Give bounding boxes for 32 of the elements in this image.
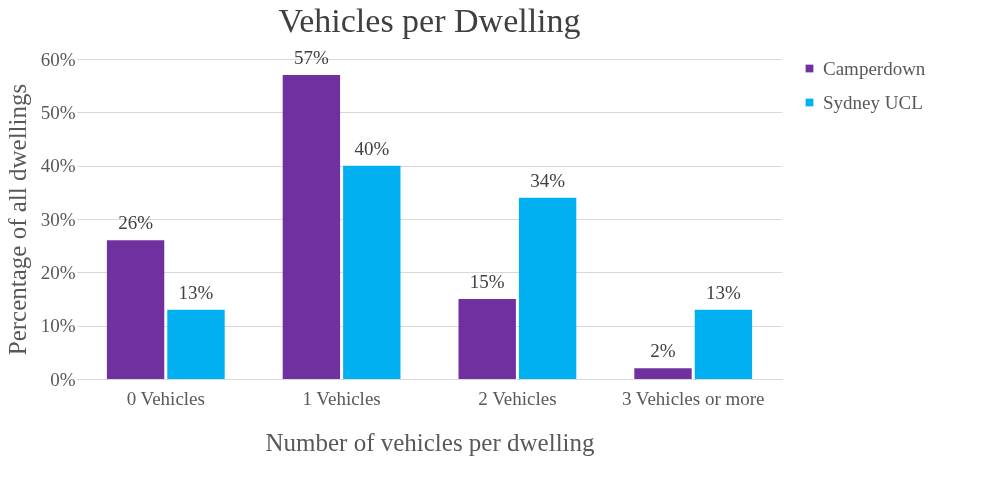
y-tick-label: 20% bbox=[40, 261, 76, 283]
bar bbox=[282, 75, 341, 379]
data-label: 40% bbox=[354, 137, 390, 159]
data-label: 57% bbox=[293, 47, 329, 68]
data-label: 2% bbox=[650, 340, 676, 362]
bar bbox=[167, 309, 225, 379]
bar bbox=[343, 165, 401, 379]
data-label: 34% bbox=[530, 169, 566, 191]
data-label: 13% bbox=[706, 281, 742, 303]
x-tick-label: 2 Vehicles bbox=[478, 387, 557, 409]
bar bbox=[694, 309, 753, 379]
bar bbox=[634, 368, 692, 379]
x-tick-label: 3 Vehicles or more bbox=[621, 387, 765, 409]
y-tick-label: 30% bbox=[40, 208, 76, 230]
x-tick-label: 0 Vehicles bbox=[126, 387, 205, 409]
chart-title: Vehicles per Dwelling bbox=[278, 2, 581, 39]
data-label: 15% bbox=[469, 271, 505, 292]
bar bbox=[518, 197, 577, 379]
y-tick-label: 0% bbox=[50, 368, 76, 390]
data-label: 13% bbox=[178, 281, 214, 303]
y-tick-label: 50% bbox=[40, 101, 76, 123]
x-axis-title: Number of vehicles per dwelling bbox=[265, 428, 596, 456]
data-label: 26% bbox=[118, 212, 154, 234]
y-axis-title: Percentage of all dwellings bbox=[3, 83, 31, 356]
legend-label: Camperdown bbox=[823, 57, 926, 79]
legend-label: Sydney UCL bbox=[823, 91, 923, 113]
y-tick-label: 40% bbox=[40, 155, 76, 177]
y-tick-label: 60% bbox=[40, 48, 76, 70]
x-tick-label: 1 Vehicles bbox=[302, 387, 381, 409]
bar bbox=[458, 299, 516, 379]
y-tick-label: 10% bbox=[40, 315, 76, 337]
bar bbox=[106, 240, 165, 379]
